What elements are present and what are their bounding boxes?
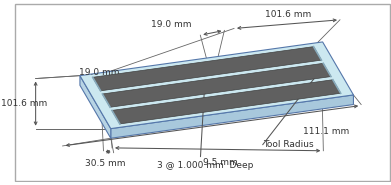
Text: 111.1 mm: 111.1 mm bbox=[303, 127, 350, 136]
Polygon shape bbox=[80, 76, 111, 138]
Text: 19.0 mm: 19.0 mm bbox=[151, 20, 192, 29]
Text: 3 @ 1.000 mm  Deep: 3 @ 1.000 mm Deep bbox=[157, 161, 253, 170]
Text: Tool Radius: Tool Radius bbox=[263, 140, 314, 149]
Text: 9.5 mm: 9.5 mm bbox=[203, 157, 238, 166]
Polygon shape bbox=[112, 80, 341, 124]
Polygon shape bbox=[80, 42, 353, 129]
Polygon shape bbox=[93, 47, 321, 91]
Polygon shape bbox=[111, 95, 353, 138]
Text: 101.6 mm: 101.6 mm bbox=[265, 11, 311, 19]
FancyBboxPatch shape bbox=[15, 4, 390, 181]
Text: 19.0 mm: 19.0 mm bbox=[79, 68, 119, 77]
Text: 30.5 mm: 30.5 mm bbox=[85, 159, 126, 168]
Polygon shape bbox=[102, 63, 331, 107]
Text: 101.6 mm: 101.6 mm bbox=[1, 99, 47, 108]
